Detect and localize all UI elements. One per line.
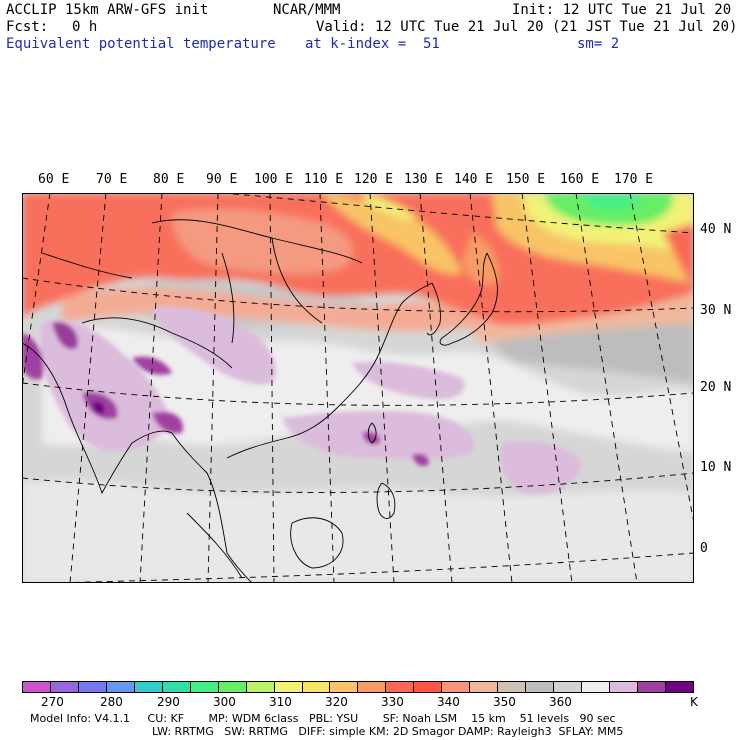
cb-tick-290: 290 [157, 695, 180, 709]
colorbar-segment [386, 682, 415, 692]
level-index: at k-index = 51 [305, 36, 440, 52]
lon-label-80: 80 E [153, 172, 185, 187]
colorbar-segment [218, 682, 247, 692]
lat-label-20: 20 N [700, 380, 732, 395]
colorbar-segment [610, 682, 638, 692]
model-info-line2: LW: RRTMG SW: RRTMG DIFF: simple KM: 2D … [152, 725, 624, 738]
coastline-philippines [376, 482, 396, 519]
cb-tick-280: 280 [100, 695, 123, 709]
colorbar-segment [23, 682, 51, 692]
smoothing: sm= 2 [577, 36, 620, 52]
init-time: Init: 12 UTC Tue 21 Jul 20 [512, 2, 732, 18]
lat-label-30: 30 N [700, 303, 732, 318]
colorbar-segment [442, 682, 471, 692]
cb-tick-350: 350 [493, 695, 516, 709]
cb-tick-300: 300 [213, 695, 236, 709]
coastline-korea [426, 282, 441, 336]
cb-tick-360: 360 [549, 695, 572, 709]
coastline-japan [439, 252, 498, 346]
colorbar-segment [526, 682, 555, 692]
colorbar-segment [134, 682, 163, 692]
colorbar-segment [582, 682, 611, 692]
colorbar-segment [665, 682, 693, 692]
lon-label-150: 150 E [506, 172, 546, 187]
forecast-hour: 0 h [72, 19, 98, 35]
colorbar-segment [358, 682, 387, 692]
lat-label-10: 10 N [700, 460, 732, 475]
colorbar-segment [190, 682, 219, 692]
model-info-line1: Model Info: V4.1.1 CU: KF MP: WDM 6class… [30, 712, 616, 725]
cb-tick-330: 330 [381, 695, 404, 709]
lon-label-100: 100 E [254, 172, 294, 187]
cb-tick-310: 310 [269, 695, 292, 709]
lon-label-60: 60 E [38, 172, 70, 187]
colorbar-segment [330, 682, 359, 692]
lon-label-160: 160 E [560, 172, 600, 187]
lon-label-70: 70 E [96, 172, 128, 187]
lon-label-170: 170 E [614, 172, 654, 187]
model-title: ACCLIP 15km ARW-GFS init [6, 2, 209, 18]
colorbar-segment [302, 682, 331, 692]
lon-label-110: 110 E [304, 172, 344, 187]
border-himalaya [81, 317, 233, 369]
coastline-taiwan [367, 422, 377, 444]
colorbar-segment [274, 682, 303, 692]
lon-label-120: 120 E [354, 172, 394, 187]
border-misc [41, 237, 323, 344]
border-mongolia [151, 219, 363, 264]
colorbar-segment [106, 682, 135, 692]
lat-label-40: 40 N [700, 222, 732, 237]
lat-line-40n [221, 193, 694, 234]
coastline-indochina [171, 432, 253, 583]
colorbar-segment [50, 682, 79, 692]
cb-unit: K [690, 695, 698, 709]
colorbar-segment [162, 682, 191, 692]
coastline-sumatra [186, 512, 243, 579]
lat-label-0: 0 [700, 541, 708, 556]
colorbar-segment [246, 682, 275, 692]
colorbar-segment [637, 682, 666, 692]
colorbar-segment [498, 682, 527, 692]
coastline-borneo [290, 517, 344, 569]
coastline-china [226, 282, 433, 459]
lon-label-140: 140 E [454, 172, 494, 187]
lat-line-0 [51, 552, 694, 583]
valid-time: Valid: 12 UTC Tue 21 Jul 20 (21 JST Tue … [316, 19, 738, 35]
colorbar-segment [414, 682, 443, 692]
colorbar-segment [554, 682, 583, 692]
coastline-india [22, 342, 173, 495]
lon-label-130: 130 E [404, 172, 444, 187]
colorbar-segment [78, 682, 107, 692]
field-name: Equivalent potential temperature [6, 36, 276, 52]
forecast-label: Fcst: [6, 19, 49, 35]
colorbar-segment [470, 682, 499, 692]
cb-tick-340: 340 [437, 695, 460, 709]
lon-line-170 [629, 193, 694, 524]
lon-label-90: 90 E [206, 172, 238, 187]
cb-tick-270: 270 [41, 695, 64, 709]
map-panel [22, 193, 694, 583]
field-india-purple [40, 320, 172, 452]
cb-tick-320: 320 [325, 695, 348, 709]
org-label: NCAR/MMM [273, 2, 341, 18]
colorbar [22, 681, 694, 693]
